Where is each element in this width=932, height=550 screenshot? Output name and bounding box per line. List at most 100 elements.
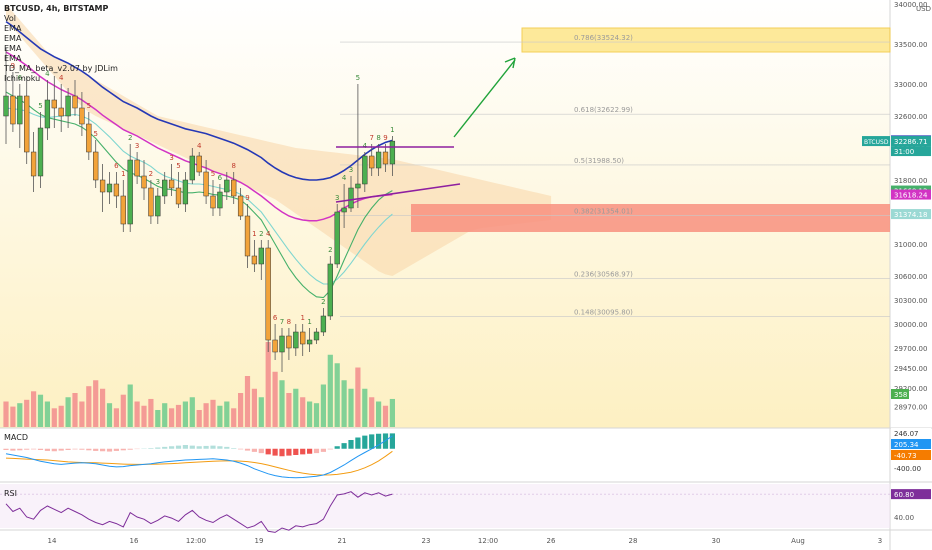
volume-bar [169,408,175,427]
legend-td[interactable]: TD_MA_beta_v2.07 by JDLim [4,64,118,73]
volume-bar [238,393,244,427]
rsi-pane-label[interactable]: RSI [4,489,17,498]
macd-histogram-bar [251,448,257,452]
legend-vol[interactable]: Vol [4,14,16,23]
volume-bar [293,388,299,427]
td-count: 2 [321,298,325,306]
td-count: 3 [169,154,173,162]
macd-histogram-bar [182,445,188,449]
fib-label-2: 0.5(31988.50) [574,157,624,165]
time-label: 21 [338,537,347,545]
td-count: 3 [156,178,160,186]
td-count: 2 [149,170,153,178]
ticker-badge-bg [862,136,890,147]
td-count: 6 [218,174,223,182]
volume-bar [251,388,257,427]
legend: BTCUSD, 4h, BITSTAMP Vol EMA EMA EMA EMA… [4,4,118,84]
support-zone [411,204,890,232]
time-label: 23 [422,537,431,545]
macd-histogram-bar [24,448,30,450]
macd-histogram-bar [320,448,326,452]
macd-histogram-bar [162,446,168,449]
candle-body [148,187,154,217]
volume-bar [3,401,9,427]
candle-body [51,99,57,109]
macd-badge-bg [891,428,931,438]
price-tick-label: 31800.00 [894,177,927,185]
candle-body [389,140,396,165]
macd-histogram-bar [17,448,23,451]
candle-body [306,339,313,345]
td-count: 9 [11,62,15,70]
td-count: 4 [342,174,347,182]
volume-bar [210,399,216,427]
volume-bar [313,403,320,427]
td-count: 2 [259,230,263,238]
td-count: 1 [121,170,125,178]
candle-body [300,331,306,345]
td-count: 9 [245,194,249,202]
candle-body [168,179,175,189]
volume-bar [286,393,292,427]
time-label: 3 [878,537,882,545]
td-count: 4 [266,230,271,238]
macd-histogram-bar [279,448,285,457]
time-label: 12:00 [478,537,498,545]
macd-pane-label[interactable]: MACD [4,433,28,442]
volume-bar [120,394,126,427]
td-count: 4 [45,70,50,78]
volume-bar [155,410,161,427]
time-label: 19 [255,537,264,545]
candle-body [99,179,106,193]
volume-bar [182,401,188,427]
volume-bar [272,371,278,427]
macd-histogram-bar [169,446,175,449]
macd-tick-label: -40.73 [894,452,917,460]
legend-ema-3[interactable]: EMA [4,44,22,53]
volume-bar [72,393,78,427]
candle-body [113,183,120,197]
volume-bar [300,397,306,427]
volume-bar [307,401,313,427]
macd-line [5,435,393,479]
legend-ichimoku[interactable]: Ichimoku [4,74,41,83]
td-count: 1 [300,314,304,322]
time-label: 26 [547,537,556,545]
candle-body [72,95,78,109]
candle-body [341,207,347,213]
legend-ema-2[interactable]: EMA [4,34,22,43]
candle-body [182,179,189,205]
volume-bar [65,397,71,427]
volume-bar [348,388,354,427]
td-count: 1 [252,230,256,238]
td-count: 5 [93,130,97,138]
volume-bar [17,403,23,427]
volume-bar [93,380,99,427]
candle-body [293,331,299,349]
volume-bar [162,403,168,427]
volume-bar [113,408,119,427]
candle-body [30,151,37,177]
candle-body [106,183,113,193]
countdown-bg [891,146,931,157]
candle-body [134,159,140,177]
macd-histogram-bar [3,448,9,450]
candle-body [86,123,92,153]
macd-histogram-bar [100,448,106,452]
price-tick-label: 30000.00 [894,321,927,329]
candle-body [272,339,278,353]
candle-body [189,155,195,181]
candle-body [155,195,161,217]
legend-ema-1[interactable]: EMA [4,24,22,33]
macd-histogram-bar [265,448,271,455]
legend-ema-4[interactable]: EMA [4,54,22,63]
macd-badge-bg [891,450,931,460]
countdown-label: 31:00 [894,148,914,156]
legend-title[interactable]: BTCUSD, 4h, BITSTAMP [4,4,109,13]
price-tick-label: 33000.00 [894,81,927,89]
candle-body [348,187,354,209]
td-count: 2 [328,246,332,254]
projection-arrow-head [504,57,516,69]
td-count: 4 [59,74,64,82]
